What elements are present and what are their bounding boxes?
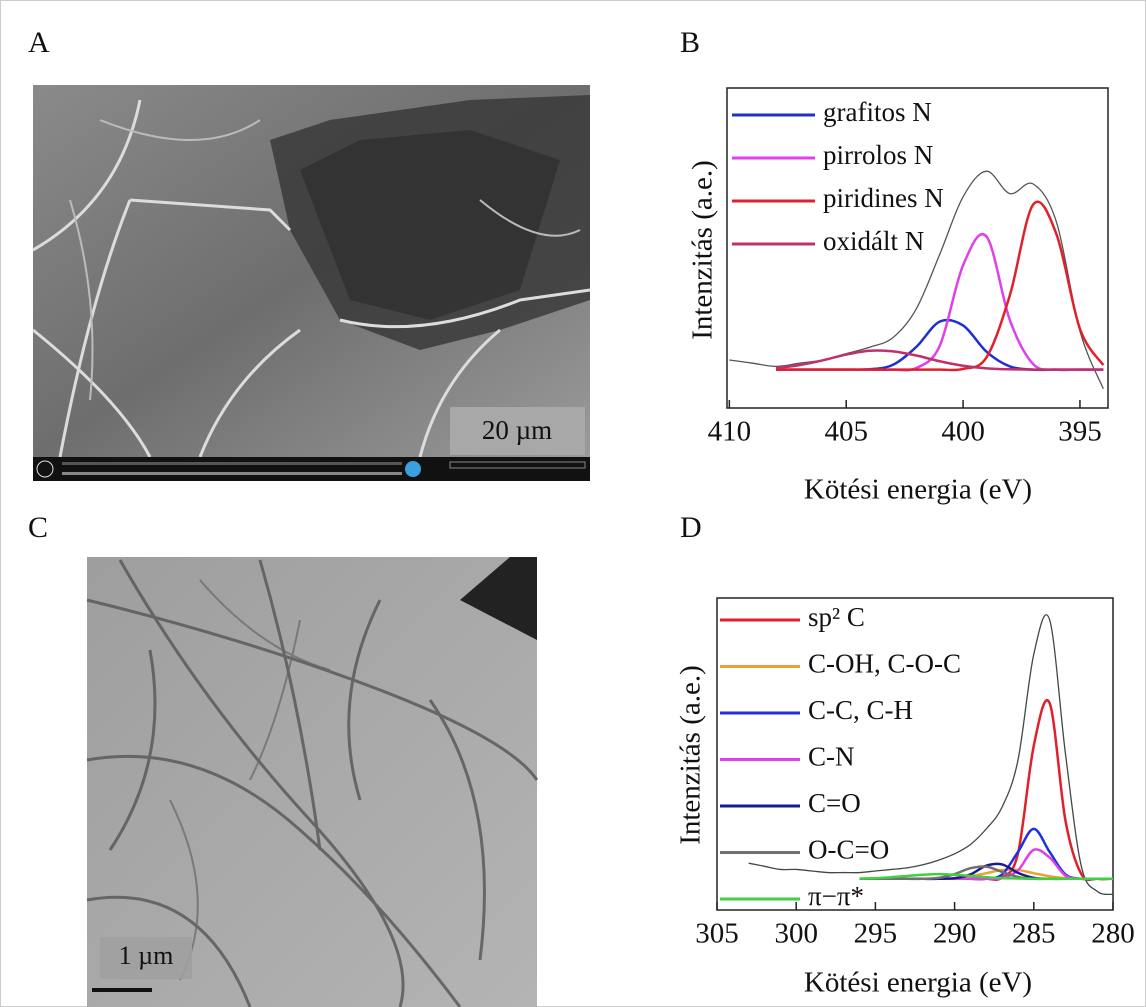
legend-label: π−π* (808, 881, 864, 911)
legend-label: sp² C (808, 602, 865, 632)
panel-label: D (680, 511, 702, 544)
legend-label: C-N (808, 742, 855, 772)
legend-label: C-OH, C-O-C (808, 649, 961, 679)
x-tick-label: 410 (708, 416, 752, 448)
fit-curve (859, 872, 1113, 881)
x-tick-label: 300 (774, 918, 818, 950)
panel-label: A (28, 26, 50, 59)
legend-label: grafitos N (823, 97, 932, 127)
x-tick-label: 405 (824, 416, 868, 448)
plot-area (716, 597, 1114, 911)
legend-label: piridines N (823, 183, 944, 213)
x-axis-label: Kötési energia (eV) (804, 474, 1032, 506)
legend-label: O-C=O (808, 835, 889, 865)
x-axis-label: Kötési energia (eV) (804, 967, 1032, 999)
x-tick-label: 305 (695, 918, 739, 950)
x-tick-label: 395 (1058, 416, 1102, 448)
plot-area (726, 87, 1109, 409)
x-tick-label: 290 (933, 918, 977, 950)
panel-label: C (28, 511, 48, 544)
fit-curve (775, 349, 1104, 371)
x-tick-label: 295 (854, 918, 898, 950)
tem-image: 1 µm (86, 557, 539, 1007)
scale-bar-label: 20 µm (482, 415, 552, 445)
measured-curve (729, 170, 1104, 390)
legend-label: pirrolos N (823, 140, 933, 170)
y-axis-label: Intenzitás (a.e.) (687, 160, 719, 340)
y-axis-label: Intenzitás (a.e.) (675, 665, 707, 845)
legend-label: oxidált N (823, 226, 924, 256)
fit-curve (776, 200, 1105, 372)
x-tick-label: 400 (941, 416, 985, 448)
measured-curve (748, 614, 1114, 896)
legend-label: C=O (808, 788, 861, 818)
sem-image: 20 µm (32, 85, 591, 481)
x-tick-label: 285 (1012, 918, 1056, 950)
panel-label: B (680, 26, 700, 59)
legend-label: C-C, C-H (808, 695, 913, 725)
scale-bar-label: 1 µm (119, 941, 174, 970)
x-tick-label: 280 (1091, 918, 1135, 950)
